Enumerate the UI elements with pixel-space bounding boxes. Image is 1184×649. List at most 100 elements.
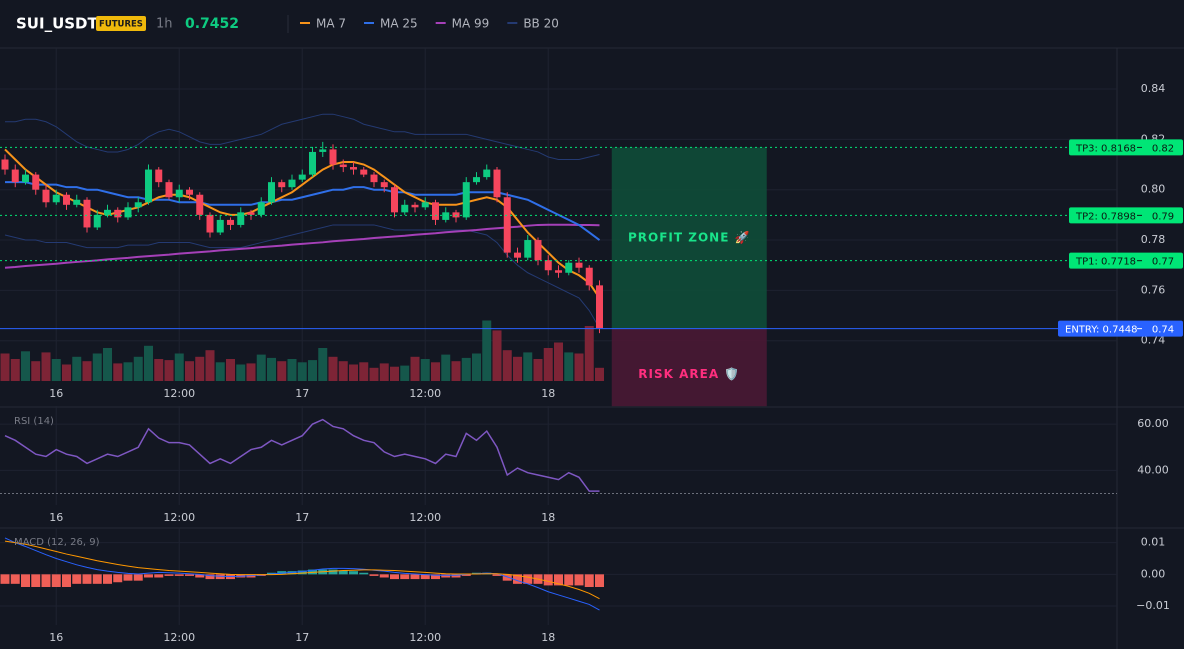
candle-body [585, 267, 593, 286]
histogram-bar [174, 574, 184, 576]
candle-body [473, 177, 480, 183]
volume-bar [31, 361, 41, 381]
candle-body [196, 194, 204, 215]
x-tick-label: 12:00 [163, 511, 195, 524]
candle-body [534, 240, 542, 261]
histogram-bar [595, 574, 604, 587]
level-label: TP3: 0.8168 [1075, 143, 1136, 154]
legend: MA 7 MA 25 MA 99 BB 20 [300, 17, 559, 31]
volume-bar [256, 354, 266, 381]
volume-bar [513, 356, 522, 381]
candle-body [596, 285, 603, 329]
histogram-bar [328, 569, 338, 575]
histogram-bar [113, 574, 123, 583]
volume-bar [318, 348, 328, 381]
interval[interactable]: 1h [156, 17, 173, 32]
histogram-bar [502, 574, 512, 581]
level-axis-label: 0.77 [1152, 257, 1174, 268]
volume-bar [174, 353, 184, 381]
candle-body [227, 219, 234, 225]
candle-body [411, 204, 419, 208]
histogram-bar [51, 574, 61, 587]
volume-bar [543, 348, 553, 381]
candle-body [216, 219, 224, 233]
volume-bar [10, 359, 20, 381]
candle-body [503, 197, 511, 253]
level-label: TP2: 0.7898 [1075, 211, 1136, 222]
trade-zone [611, 328, 767, 407]
histogram-bar [574, 574, 584, 586]
candle-body [278, 182, 286, 188]
bb-upper [5, 113, 600, 160]
candle-body [391, 187, 398, 213]
candle-body [63, 194, 70, 205]
histogram-bar [72, 574, 82, 584]
zone-label: RISK AREA 🛡️ [638, 367, 740, 381]
candle-body [83, 199, 91, 228]
candle-body [329, 149, 337, 165]
volume-bar [0, 353, 10, 381]
volume-bar [267, 357, 276, 381]
volume-bar [72, 356, 82, 381]
candle-body [165, 182, 173, 198]
histogram-bar [554, 574, 563, 586]
volume-bar [523, 352, 533, 381]
histogram-bar [564, 574, 574, 586]
candle-body [401, 204, 409, 213]
y-tick-label: 0.76 [1141, 283, 1166, 296]
y-tick-label: 0.01 [1141, 536, 1166, 549]
candle-body [104, 209, 111, 215]
volume-bar [277, 361, 287, 381]
volume-bar [226, 359, 235, 381]
candle-body [114, 209, 122, 218]
volume-bar [103, 348, 112, 381]
candle-body [42, 189, 50, 203]
macd-line [4, 537, 600, 611]
candle-body [288, 179, 296, 188]
histogram-bar [195, 574, 205, 578]
candle-body [32, 174, 40, 190]
volume-bar [441, 354, 451, 381]
candle-body [206, 214, 214, 233]
histogram-bar [133, 574, 143, 581]
volume-bar [164, 360, 174, 381]
candle-body [11, 169, 19, 183]
pane-title: MACD (12, 26, 9) [14, 537, 100, 548]
x-tick-label: 17 [295, 387, 309, 400]
histogram-bar [420, 574, 430, 580]
symbol[interactable]: SUI_USDT [16, 15, 98, 33]
volume-bar [482, 320, 492, 381]
candle-body [432, 202, 439, 220]
x-tick-label: 12:00 [163, 387, 195, 400]
candle-body [462, 182, 470, 218]
histogram-bar [543, 574, 553, 586]
volume-bar [359, 362, 369, 381]
badge: FUTURES [99, 20, 143, 30]
histogram-bar [21, 574, 30, 587]
histogram-bar [349, 571, 358, 575]
x-tick-label: 12:00 [409, 631, 441, 644]
y-tick-label: 60.00 [1137, 417, 1169, 430]
candle-body [575, 262, 583, 268]
candle-body [52, 194, 60, 203]
volume-bar [390, 366, 399, 381]
candle-body [175, 189, 183, 198]
volume-bar [461, 357, 471, 381]
volume-bar [154, 359, 164, 381]
level-axis-label: 0.74 [1152, 325, 1174, 336]
x-tick-label: 18 [541, 631, 555, 644]
y-tick-label: 40.00 [1137, 463, 1169, 476]
volume-bar [144, 345, 153, 381]
ma-line [4, 223, 600, 269]
x-tick-label: 12:00 [409, 511, 441, 524]
volume-bar [451, 361, 461, 381]
histogram-bar [338, 570, 348, 575]
candle-body [309, 151, 316, 175]
volume-bar [205, 350, 215, 381]
candle-body [514, 252, 521, 258]
legend-label: MA 25 [380, 17, 418, 31]
candle-body [380, 182, 388, 188]
histogram-bar [154, 574, 164, 578]
candle-body [145, 169, 152, 203]
